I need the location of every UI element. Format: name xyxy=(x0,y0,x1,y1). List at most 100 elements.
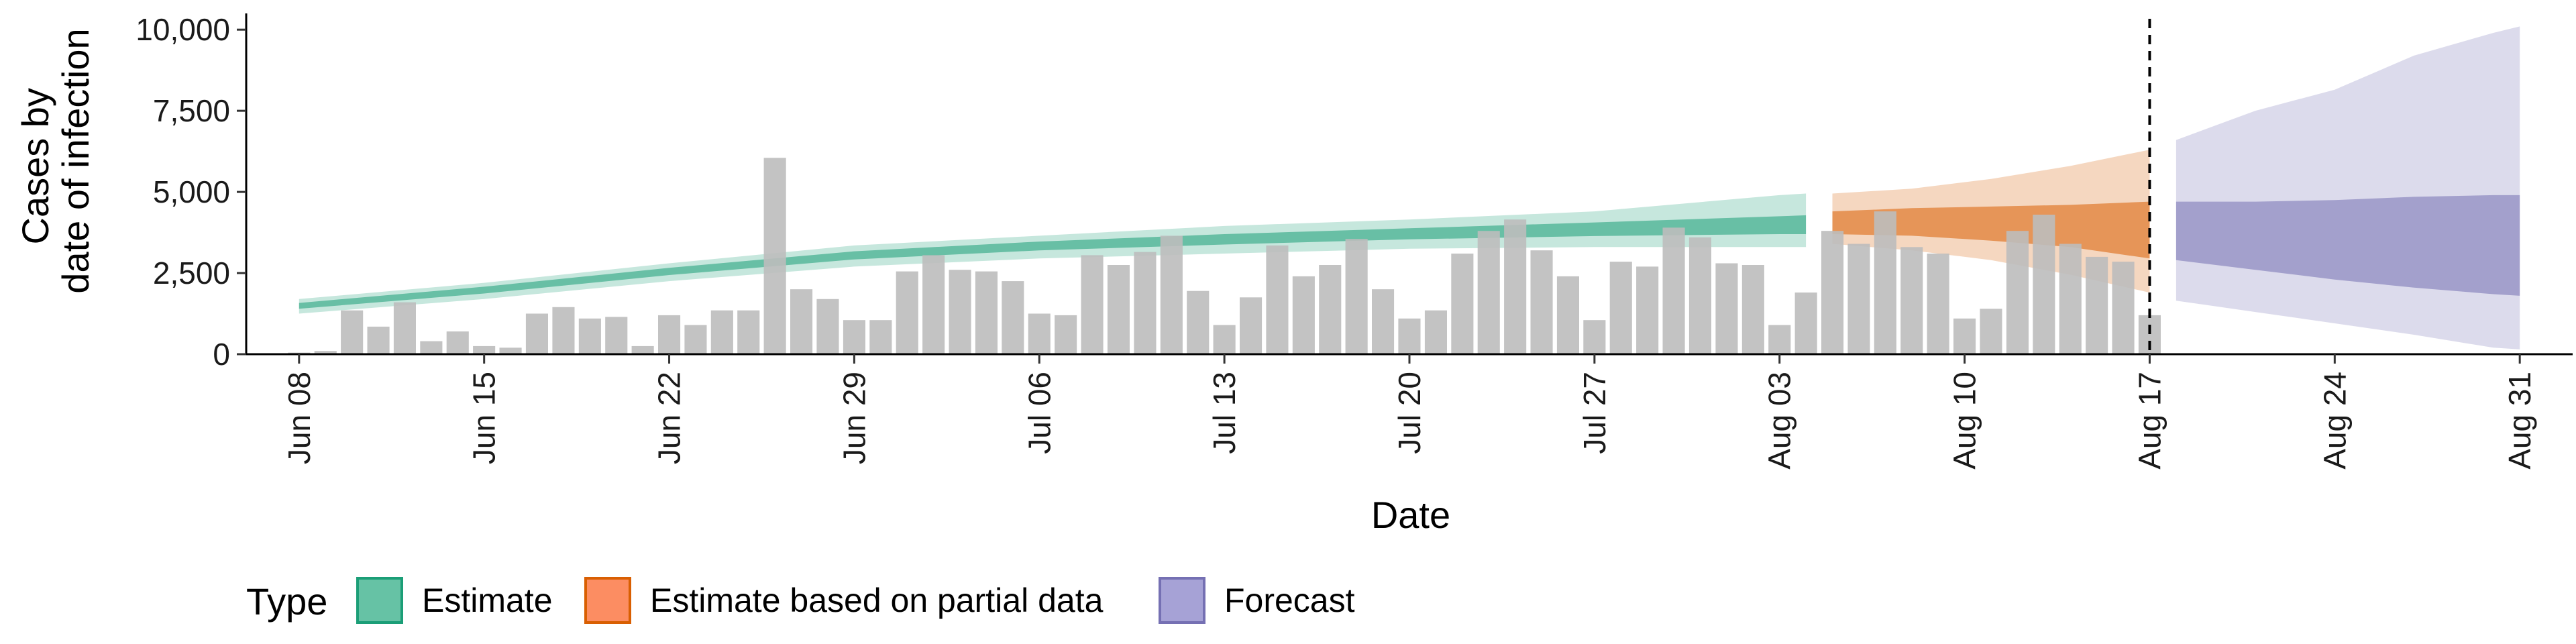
bar xyxy=(737,310,760,354)
legend-label-forecast: Forecast xyxy=(1224,582,1355,619)
bar xyxy=(2086,256,2108,354)
bars-layer xyxy=(288,158,2161,355)
bar xyxy=(1715,263,1738,354)
bar xyxy=(2112,262,2135,354)
bar xyxy=(1556,276,1579,354)
legend-label-estimate-based-on-partial-data: Estimate based on partial data xyxy=(650,582,1104,619)
legend-title: Type xyxy=(246,580,327,623)
bar xyxy=(552,307,575,354)
bar xyxy=(1292,276,1315,354)
bar xyxy=(790,289,813,354)
x-tick-label: Jun 22 xyxy=(652,372,687,464)
x-tick-label: Jul 13 xyxy=(1207,372,1242,454)
bar xyxy=(1900,247,1923,354)
forecast-band-inner xyxy=(2176,195,2520,296)
x-tick-label: Jul 27 xyxy=(1577,372,1612,454)
bar xyxy=(499,347,522,354)
bar xyxy=(1213,325,1236,354)
legend-key-forecast xyxy=(1159,577,1205,624)
y-tick-label: 0 xyxy=(213,337,230,372)
bar xyxy=(1107,265,1130,354)
bar xyxy=(1794,292,1817,354)
x-tick-label: Aug 10 xyxy=(1947,372,1982,470)
bar xyxy=(1372,289,1395,354)
x-tick-label: Aug 31 xyxy=(2502,372,2537,470)
legend-label-estimate: Estimate xyxy=(422,582,553,619)
bar xyxy=(1398,318,1421,354)
bar xyxy=(1345,239,1368,354)
svg-text:Cases by date of infec: Cases by date of infection xyxy=(14,28,97,293)
bar xyxy=(1240,297,1263,354)
bar xyxy=(1134,252,1157,354)
bar xyxy=(949,270,971,354)
x-tick-label: Jul 06 xyxy=(1022,372,1057,454)
bar xyxy=(1055,315,1077,354)
axes-layer: 0 2,500 5,000 7,500 10,000 Jun 08 Jun 15 Jun 22… xyxy=(136,12,2573,470)
bar xyxy=(869,320,892,354)
forecast-band-outer xyxy=(2176,26,2520,350)
y-tick-label: 5,000 xyxy=(153,174,230,209)
y-axis-title: Cases by date of infection xyxy=(14,28,97,293)
bar xyxy=(1609,262,1632,354)
bar xyxy=(1477,231,1500,354)
bar xyxy=(367,326,390,354)
x-tick-label: Jun 29 xyxy=(837,372,871,464)
bar xyxy=(1530,250,1553,354)
x-tick-label: Jul 20 xyxy=(1392,372,1427,454)
bar xyxy=(1821,231,1844,354)
bar xyxy=(1583,320,1606,354)
bar xyxy=(393,302,416,354)
bar xyxy=(420,341,443,354)
bar xyxy=(816,299,839,354)
x-tick-label: Jun 08 xyxy=(282,372,317,464)
legend-key-estimate-based-on-partial-data xyxy=(584,577,631,624)
bar xyxy=(1504,219,1527,354)
estimate-band-inner xyxy=(299,215,1807,309)
bar xyxy=(1160,235,1183,354)
bar xyxy=(578,318,601,354)
bar xyxy=(710,310,733,354)
bar xyxy=(1927,254,1949,354)
bar xyxy=(1847,244,1870,354)
legend-key-estimate xyxy=(356,577,403,624)
bar xyxy=(896,271,918,354)
bar xyxy=(1028,313,1051,354)
bar xyxy=(473,345,496,354)
bar xyxy=(1636,266,1659,354)
bar xyxy=(1081,255,1104,354)
bar xyxy=(1741,265,1764,354)
x-axis-title: Date xyxy=(1371,494,1450,536)
estimate-band-outer xyxy=(299,193,1807,314)
x-tick-label: Aug 17 xyxy=(2133,372,2167,470)
legend: Type Estimate Estimate based on partial d… xyxy=(246,577,1355,624)
bands-layer xyxy=(299,26,2520,350)
y-tick-label: 2,500 xyxy=(153,256,230,290)
bar xyxy=(1662,227,1685,354)
bar xyxy=(1187,290,1210,354)
bar xyxy=(1768,325,1791,354)
x-tick-label: Aug 03 xyxy=(1762,372,1797,470)
y-axis-title-line-1: Cases by xyxy=(14,88,56,244)
bar xyxy=(1980,309,2002,354)
bar xyxy=(975,271,998,354)
bar xyxy=(1266,245,1289,354)
bar xyxy=(605,317,628,354)
bar xyxy=(314,351,337,354)
bar xyxy=(1319,265,1342,354)
bar xyxy=(631,345,654,354)
bar xyxy=(763,158,786,355)
y-tick-label: 7,500 xyxy=(153,93,230,128)
bar xyxy=(525,313,548,354)
bar xyxy=(446,331,469,354)
x-tick-label: Aug 24 xyxy=(2317,372,2352,470)
bar xyxy=(2033,215,2055,354)
bar xyxy=(658,315,681,354)
bar xyxy=(1424,310,1447,354)
bar xyxy=(1953,318,1976,354)
bar xyxy=(1874,211,1896,354)
bar xyxy=(2006,231,2029,354)
bar xyxy=(922,255,945,354)
bar xyxy=(684,325,707,354)
